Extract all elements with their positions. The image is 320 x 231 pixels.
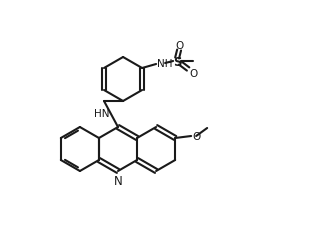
Text: O: O xyxy=(189,69,197,79)
Text: O: O xyxy=(175,41,183,51)
Text: O: O xyxy=(192,131,200,141)
Text: N: N xyxy=(114,174,122,187)
Text: S: S xyxy=(173,55,181,68)
Text: HN: HN xyxy=(94,109,110,119)
Text: NH: NH xyxy=(157,59,172,69)
